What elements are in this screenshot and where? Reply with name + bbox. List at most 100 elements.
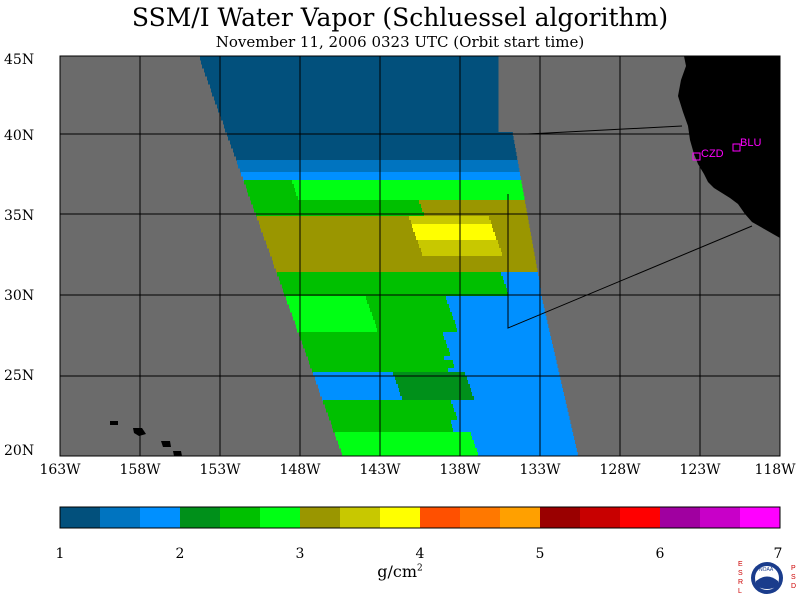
swath-pixel (375, 432, 384, 437)
swath-pixel (550, 364, 558, 369)
swath-pixel (327, 388, 336, 393)
swath-pixel (356, 312, 365, 317)
swath-pixel (389, 228, 398, 233)
swath-pixel (311, 144, 320, 149)
swath-pixel (281, 216, 290, 221)
swath-pixel (370, 64, 379, 69)
swath-pixel (298, 108, 307, 113)
swath-pixel (528, 368, 537, 373)
swath-pixel (515, 376, 524, 381)
swath-pixel (361, 104, 370, 109)
swath-pixel (369, 328, 378, 333)
swath-pixel (403, 332, 412, 337)
swath-pixel (413, 404, 422, 409)
swath-pixel (405, 448, 414, 453)
swath-pixel (443, 88, 452, 93)
swath-pixel (406, 164, 415, 169)
swath-pixel (489, 104, 498, 109)
swath-pixel (418, 308, 427, 313)
swath-pixel (349, 228, 358, 233)
swath-pixel (354, 264, 363, 269)
swath-pixel (336, 80, 345, 85)
swath-pixel (381, 72, 390, 77)
swath-pixel (436, 312, 445, 317)
swath-pixel (450, 396, 459, 401)
swath-pixel (385, 372, 394, 377)
swath-pixel (383, 300, 392, 305)
swath-pixel (379, 200, 388, 205)
swath-pixel (424, 324, 433, 329)
swath-pixel (229, 72, 238, 77)
swath-pixel (428, 92, 437, 97)
swath-pixel (405, 160, 414, 165)
swath-pixel (498, 152, 507, 157)
swath-pixel (439, 144, 448, 149)
swath-pixel (502, 208, 511, 213)
swath-pixel (386, 284, 395, 289)
swath-pixel (454, 364, 463, 369)
swath-pixel (285, 116, 294, 121)
swath-pixel (382, 452, 391, 457)
swath-pixel (281, 128, 290, 133)
swath-pixel (359, 344, 368, 349)
swath-pixel (470, 364, 479, 369)
swath-pixel (464, 324, 473, 329)
swath-pixel (504, 368, 513, 373)
swath-pixel (425, 260, 434, 265)
swath-pixel (305, 328, 314, 333)
swath-pixel (441, 60, 450, 65)
swath-pixel (488, 236, 497, 241)
swath-pixel (429, 428, 438, 433)
swath-pixel (419, 244, 428, 249)
swath-pixel (364, 380, 373, 385)
swath-pixel (400, 256, 409, 261)
swath-pixel (352, 392, 361, 397)
swath-pixel (439, 188, 448, 193)
swath-pixel (476, 292, 485, 297)
swath-pixel (519, 300, 528, 305)
swath-pixel (409, 104, 418, 109)
swath-pixel (449, 60, 458, 65)
swath-pixel (471, 276, 480, 281)
swath-pixel (392, 80, 401, 85)
swath-pixel (533, 316, 542, 321)
swath-pixel (455, 76, 464, 81)
swath-pixel (530, 396, 539, 401)
swath-pixel (420, 424, 429, 429)
swath-pixel (400, 324, 409, 329)
swath-pixel (510, 208, 519, 213)
swath-pixel (327, 188, 336, 193)
swath-pixel (435, 176, 444, 181)
swath-pixel (506, 152, 515, 157)
swath-pixel (364, 156, 373, 161)
swath-pixel (486, 164, 495, 169)
swath-pixel (451, 288, 460, 293)
swath-pixel (403, 244, 412, 249)
swath-pixel (313, 348, 322, 353)
swath-pixel (408, 80, 417, 85)
swath-pixel (303, 76, 312, 81)
swath-pixel (455, 144, 464, 149)
swath-pixel (348, 156, 357, 161)
swath-pixel (365, 160, 374, 165)
swath-pixel (455, 300, 464, 305)
swath-pixel (507, 176, 516, 181)
swath-pixel (304, 280, 313, 285)
swath-pixel (436, 92, 445, 97)
swath-pixel (533, 360, 542, 365)
swath-pixel (239, 76, 248, 81)
swath-pixel (325, 228, 334, 233)
swath-pixel (468, 424, 477, 429)
swath-pixel (368, 392, 377, 397)
swath-pixel (335, 276, 344, 281)
swath-pixel (521, 348, 530, 353)
swath-pixel (507, 244, 516, 249)
swath-pixel (252, 92, 261, 97)
swath-pixel (273, 148, 282, 153)
swath-pixel (495, 232, 504, 237)
swath-pixel (311, 276, 320, 281)
swath-pixel (473, 104, 482, 109)
swath-pixel (381, 316, 390, 321)
swath-pixel (252, 156, 261, 161)
swath-pixel (409, 372, 418, 377)
